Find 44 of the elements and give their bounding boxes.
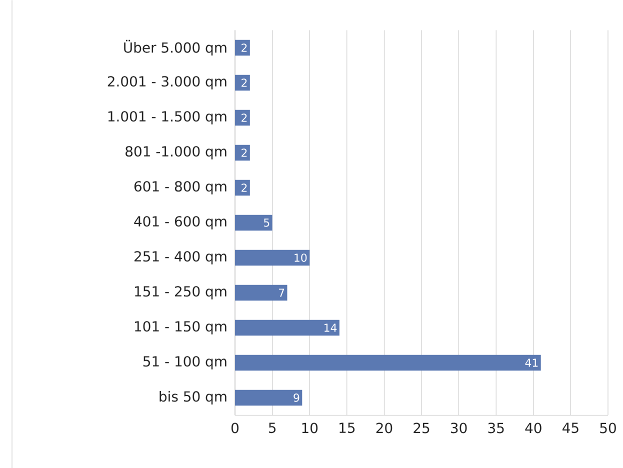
data-label: 5 xyxy=(264,218,270,227)
data-label: 9 xyxy=(294,393,300,402)
data-label: 2 xyxy=(242,183,247,192)
x-tick-label: 50 xyxy=(600,422,616,434)
data-label: 2 xyxy=(242,148,247,157)
bar xyxy=(235,110,250,126)
data-label: 2 xyxy=(242,78,247,87)
y-tick-label: bis 50 qm xyxy=(160,390,226,404)
bar xyxy=(235,214,272,230)
data-label: 2 xyxy=(242,113,247,122)
bar xyxy=(235,250,310,266)
x-tick-label: 5 xyxy=(268,422,276,433)
bar xyxy=(235,354,541,370)
bar xyxy=(235,144,250,160)
data-label: 2 xyxy=(242,43,247,52)
x-tick-label: 0 xyxy=(231,422,239,434)
bar xyxy=(235,284,288,300)
x-tick-label: 35 xyxy=(488,422,504,434)
bar xyxy=(235,320,340,336)
bar xyxy=(235,40,250,56)
x-tick-label: 40 xyxy=(525,422,542,434)
data-label: 10 xyxy=(294,253,307,262)
bar xyxy=(235,390,302,406)
bar xyxy=(235,74,250,90)
y-tick-label: 101 - 150 qm xyxy=(135,320,226,334)
x-tick-label: 10 xyxy=(302,422,318,434)
bar xyxy=(235,180,250,196)
x-tick-label: 20 xyxy=(376,422,392,434)
data-label: 7 xyxy=(278,288,284,297)
x-tick-label: 15 xyxy=(340,422,355,433)
y-tick-label: Über 5.000 qm xyxy=(124,40,226,56)
y-tick-label: 251 - 400 qm xyxy=(134,250,226,264)
y-tick-label: 801 -1.000 qm xyxy=(126,146,226,160)
y-tick-label: 401 - 600 qm xyxy=(134,216,226,230)
y-tick-label: 151 - 250 qm xyxy=(135,286,226,300)
x-tick-label: 30 xyxy=(450,422,467,434)
data-label: 14 xyxy=(324,324,337,332)
y-tick-label: 2.001 - 3.000 qm xyxy=(108,76,226,90)
x-tick-label: 45 xyxy=(562,422,578,433)
x-tick-label: 25 xyxy=(414,422,430,434)
y-tick-label: 51 - 100 qm xyxy=(143,356,226,370)
y-tick-label: 601 - 800 qm xyxy=(134,180,226,194)
data-label: 41 xyxy=(525,358,538,367)
y-tick-label: 1.001 - 1.500 qm xyxy=(108,110,226,124)
